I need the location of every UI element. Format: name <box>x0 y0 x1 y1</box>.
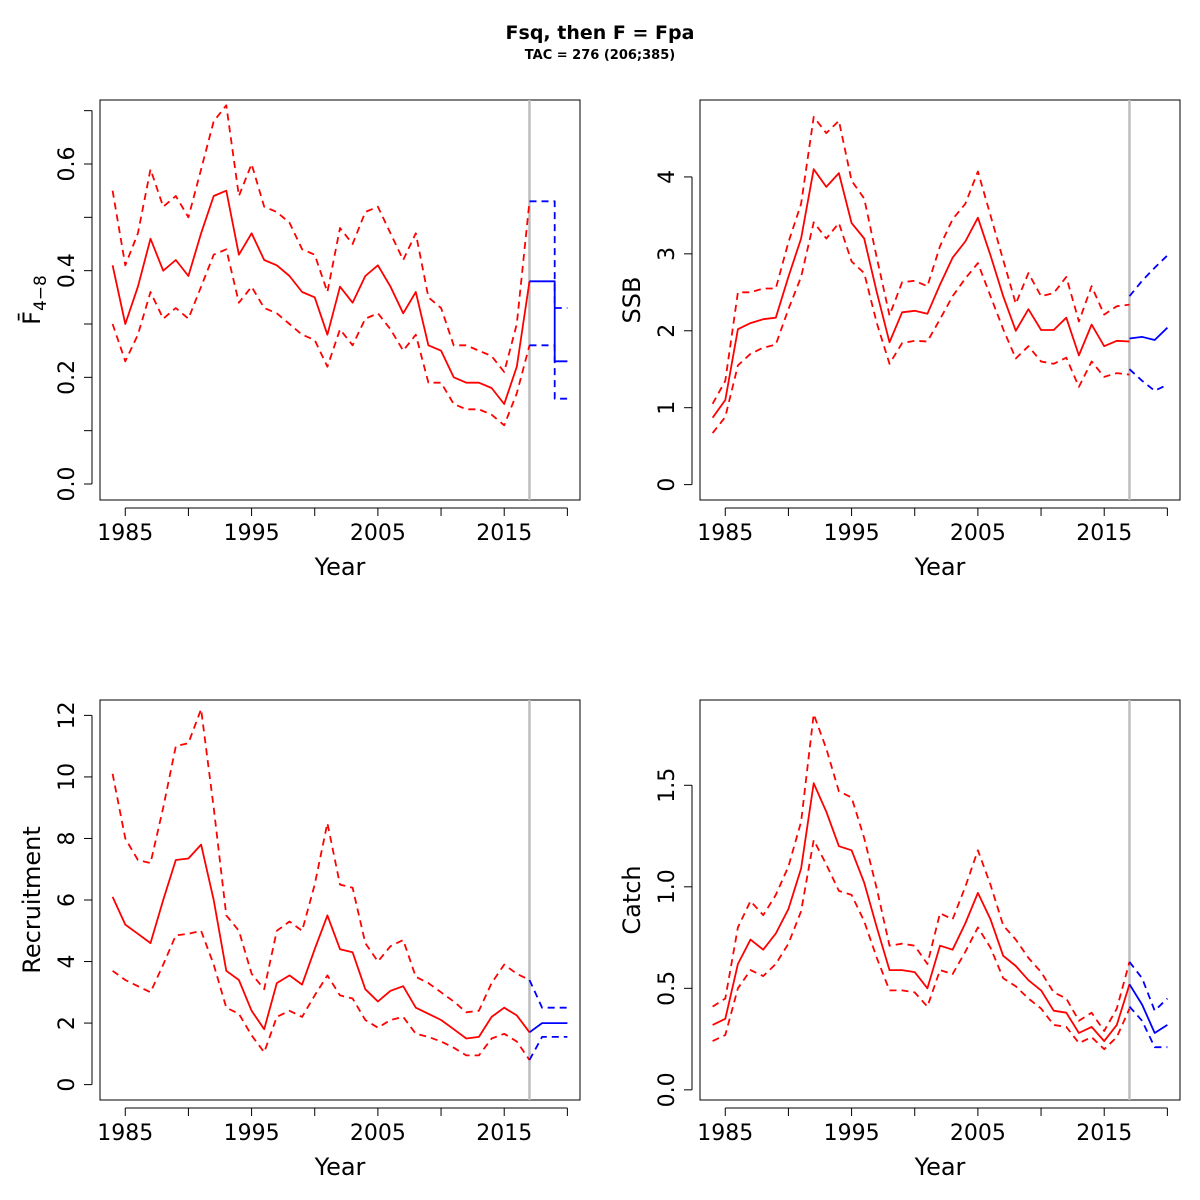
y-tick-label: 1.5 <box>655 768 680 803</box>
y-axis-label: SSB <box>618 277 646 324</box>
series-estimate <box>712 782 1131 1042</box>
series-upper <box>111 104 531 373</box>
panel-bottom-left: 1985 1995 2005 2015 Year 0 2 4 6 8 10 12 Recruitment <box>18 699 581 1181</box>
y-tick-label: 6 <box>55 893 80 907</box>
x-axis-label: Year <box>314 1153 366 1181</box>
y-tick-label: 4 <box>655 170 680 184</box>
y-tick-label: 0.5 <box>655 971 680 1006</box>
x-tick-label: 1985 <box>97 521 153 546</box>
series-forecast-lower <box>528 1036 568 1061</box>
panel-top-left: 1985 1995 2005 2015 Year 0.0 0.2 0.4 0.6 F̄4−8 <box>17 99 581 581</box>
series-forecast <box>1128 983 1168 1034</box>
series-forecast <box>528 1022 568 1034</box>
y-tick-label: 10 <box>55 763 80 791</box>
x-axis-label: Year <box>314 553 366 581</box>
series-forecast <box>529 280 568 363</box>
plot-frame <box>699 699 1181 1101</box>
x-tick-label: 1985 <box>697 521 753 546</box>
y-tick-label: 1 <box>655 401 680 415</box>
x-tick-label: 1995 <box>224 1121 280 1146</box>
x-tick-label: 2005 <box>350 521 406 546</box>
y-tick-label: 3 <box>655 247 680 261</box>
y-axis-label-main: F̄ <box>17 311 46 325</box>
y-tick-label: 4 <box>55 955 80 969</box>
y-tick-label: 8 <box>55 831 80 845</box>
series-estimate <box>111 189 531 405</box>
figure-title: Fsq, then F = Fpa <box>505 22 695 44</box>
series-estimate <box>111 843 531 1040</box>
x-tick-label: 1995 <box>824 1121 880 1146</box>
y-axis-label: Recruitment <box>18 826 46 973</box>
series-estimate <box>711 168 1130 419</box>
figure-subtitle: TAC = 276 (206;385) <box>524 48 676 63</box>
x-tick-label: 2015 <box>476 1121 532 1146</box>
x-axis-label: Year <box>914 1153 966 1181</box>
x-tick-label: 2005 <box>950 521 1006 546</box>
series-lower <box>711 221 1130 434</box>
series-forecast-lower <box>1128 1006 1168 1049</box>
x-tick-label: 2015 <box>1076 521 1132 546</box>
y-axis-label: Catch <box>618 865 646 934</box>
y-axis-label: F̄4−8 <box>17 275 51 325</box>
panel-top-right: 1985 1995 2005 2015 Year 0 1 2 3 4 SSB <box>618 99 1181 581</box>
plot-frame <box>699 99 1181 501</box>
series-forecast-lower <box>1128 368 1168 392</box>
x-tick-label: 2005 <box>350 1121 406 1146</box>
y-tick-label: 1.0 <box>655 869 680 904</box>
y-tick-label: 0 <box>655 478 680 492</box>
y-tick-label: 0.6 <box>55 147 80 182</box>
x-tick-label: 2015 <box>1076 1121 1132 1146</box>
y-tick-label: 0.0 <box>55 467 80 502</box>
series-forecast-lower <box>529 344 568 400</box>
y-axis-label-subscript: 4−8 <box>31 275 51 311</box>
series-forecast <box>1129 327 1169 341</box>
y-tick-label: 2 <box>655 324 680 338</box>
y-tick-label: 0.4 <box>55 253 80 288</box>
panel-bottom-right: 1985 1995 2005 2015 Year 0.0 0.5 1.0 1.5 Catch <box>618 699 1181 1181</box>
series-forecast-upper <box>1128 254 1169 297</box>
series-upper <box>111 708 530 1014</box>
y-tick-label: 2 <box>55 1016 80 1030</box>
y-tick-label: 12 <box>55 701 80 729</box>
series-upper <box>711 116 1130 405</box>
series-forecast-upper <box>1128 961 1169 1012</box>
series-upper <box>712 713 1131 1032</box>
x-tick-label: 2005 <box>950 1121 1006 1146</box>
series-lower <box>712 839 1131 1051</box>
x-tick-label: 1985 <box>697 1121 753 1146</box>
series-forecast-upper <box>528 979 568 1009</box>
y-tick-label: 0 <box>55 1078 80 1092</box>
x-tick-label: 1995 <box>224 521 280 546</box>
x-tick-label: 2015 <box>476 521 532 546</box>
plot-frame <box>99 699 581 1101</box>
y-tick-label: 0.2 <box>55 360 80 395</box>
x-tick-label: 1995 <box>824 521 880 546</box>
y-tick-label: 0.0 <box>655 1072 680 1107</box>
series-lower <box>112 929 531 1061</box>
x-axis-label: Year <box>914 553 966 581</box>
plot-frame <box>99 99 581 501</box>
x-tick-label: 1985 <box>97 1121 153 1146</box>
series-forecast-upper <box>529 200 568 309</box>
series-lower <box>111 248 531 427</box>
